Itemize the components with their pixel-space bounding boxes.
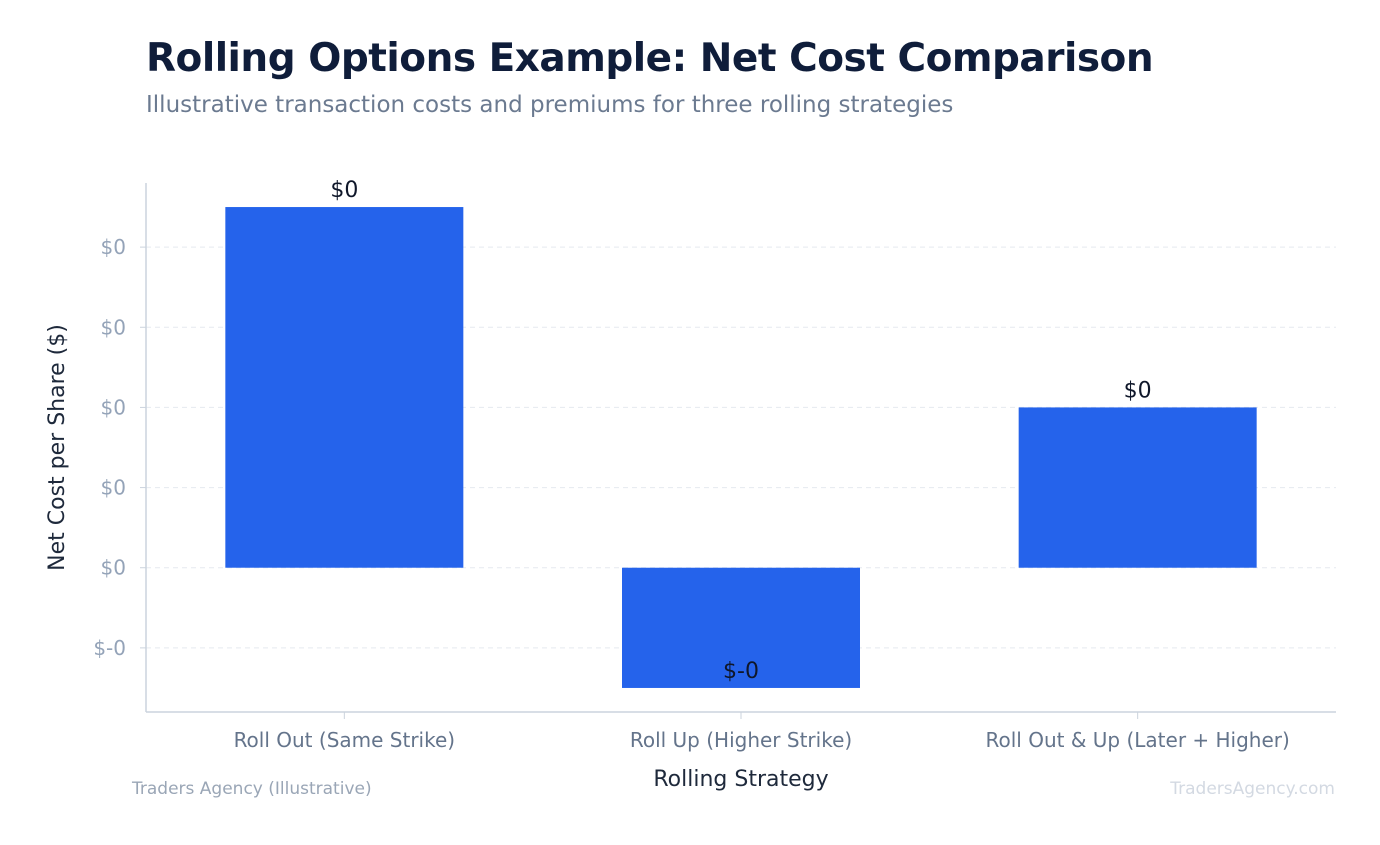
data-label: $-0	[723, 659, 759, 684]
x-tick-label: Roll Out & Up (Later + Higher)	[986, 728, 1290, 752]
chart-subtitle: Illustrative transaction costs and premi…	[146, 92, 954, 118]
bars	[225, 207, 1257, 688]
y-tick-label: $0	[101, 395, 126, 419]
bar	[1018, 407, 1257, 568]
bar	[225, 207, 464, 568]
x-axis-title: Rolling Strategy	[653, 767, 828, 792]
x-tick-label: Roll Up (Higher Strike)	[630, 728, 852, 752]
y-tick-label: $0	[101, 476, 126, 500]
data-label: $0	[330, 178, 358, 203]
axes	[140, 183, 1336, 719]
y-tick-label: $-0	[93, 636, 126, 660]
y-tick-label: $0	[101, 315, 126, 339]
y-tick-label: $0	[101, 556, 126, 580]
data-label: $0	[1124, 378, 1152, 403]
x-tick-label: Roll Out (Same Strike)	[234, 728, 456, 752]
y-tick-label: $0	[101, 235, 126, 259]
bar	[622, 567, 860, 688]
source-note: Traders Agency (Illustrative)	[132, 779, 372, 799]
watermark: TradersAgency.com	[1170, 779, 1335, 799]
labels: $-0 $0 $0 $0 $0 $0 $0 Roll Out (Same Strike) $-0…	[45, 178, 1290, 792]
y-axis-title: Net Cost per Share ($)	[45, 324, 70, 571]
chart-title: Rolling Options Example: Net Cost Compar…	[146, 36, 1154, 81]
